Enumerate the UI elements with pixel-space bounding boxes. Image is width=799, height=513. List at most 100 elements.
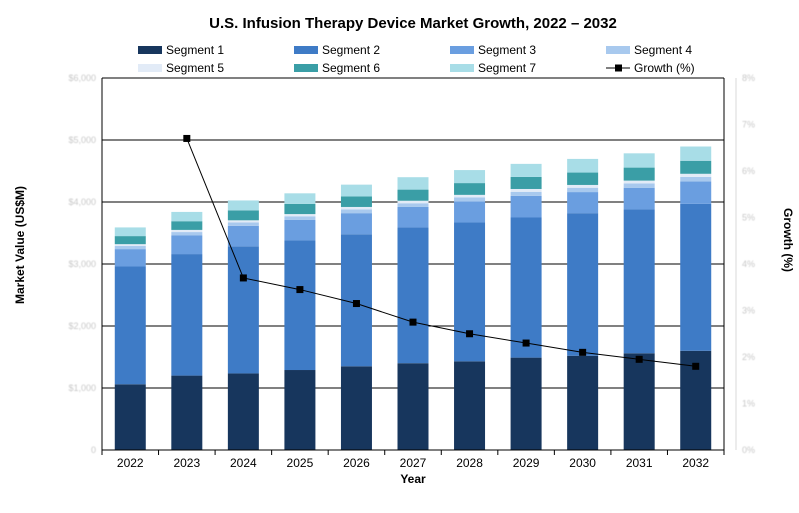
x-tick-label: 2032 xyxy=(682,456,709,470)
bar-segment-6 xyxy=(510,176,542,189)
growth-point xyxy=(352,300,360,308)
legend-label: Segment 3 xyxy=(478,43,536,57)
bar-segment-6 xyxy=(114,236,146,245)
legend-label: Growth (%) xyxy=(634,61,695,75)
bar-segment-5 xyxy=(171,229,203,233)
bar-segment-3 xyxy=(567,192,599,214)
bar-segment-4 xyxy=(454,197,486,202)
growth-point xyxy=(579,348,587,356)
bar-segment-4 xyxy=(510,191,542,196)
legend-label: Segment 6 xyxy=(322,61,380,75)
bar-segment-2 xyxy=(454,222,486,362)
bar-segment-1 xyxy=(397,363,429,450)
y-tick-label: $1,000 xyxy=(68,383,96,393)
bar-segment-2 xyxy=(510,217,542,358)
bar-segment-6 xyxy=(397,189,429,201)
y2-tick-label: 2% xyxy=(742,352,755,362)
x-tick-label: 2030 xyxy=(569,456,596,470)
y2-tick-label: 1% xyxy=(742,399,755,409)
bar-segment-3 xyxy=(227,225,259,247)
bar-segment-2 xyxy=(623,209,655,354)
bar-segment-2 xyxy=(397,227,429,364)
bar-segment-3 xyxy=(171,235,203,255)
bar-segment-1 xyxy=(340,366,372,450)
bar-segment-3 xyxy=(340,213,372,235)
bar-segment-7 xyxy=(623,153,655,168)
bar-segment-6 xyxy=(567,172,599,185)
bar-segment-3 xyxy=(454,201,486,223)
bar-segment-1 xyxy=(171,375,203,450)
bar-segment-1 xyxy=(510,357,542,450)
legend-marker xyxy=(615,64,622,72)
bar-segment-5 xyxy=(510,188,542,192)
legend-label: Segment 5 xyxy=(166,61,224,75)
bar-segment-7 xyxy=(114,227,146,237)
bar-segment-3 xyxy=(623,187,655,210)
y-tick-label: $2,000 xyxy=(68,321,96,331)
growth-line-series xyxy=(183,134,700,370)
bar-segment-1 xyxy=(284,370,316,450)
bar-segment-7 xyxy=(567,158,599,173)
y-tick-label: $5,000 xyxy=(68,135,96,145)
bar-segment-7 xyxy=(171,211,203,222)
growth-point xyxy=(409,318,417,326)
bar-segment-5 xyxy=(114,244,146,247)
bar-segment-7 xyxy=(510,163,542,177)
bar-segment-4 xyxy=(114,246,146,250)
bar-segment-5 xyxy=(340,206,372,210)
bar-segment-7 xyxy=(397,177,429,190)
bar-segment-3 xyxy=(680,181,712,204)
bar-segment-4 xyxy=(567,187,599,193)
x-tick-label: 2023 xyxy=(173,456,200,470)
y2-axis-ticks: 0% 1% 2% 3% 4% 5% 6% 7% 8% xyxy=(742,73,755,455)
legend-label: Segment 1 xyxy=(166,43,224,57)
bar-segment-6 xyxy=(171,221,203,230)
x-tick-label: 2026 xyxy=(343,456,370,470)
legend-swatch xyxy=(138,64,162,72)
y-axis-title: Market Value (US$M) xyxy=(13,186,27,304)
bar-segment-3 xyxy=(284,219,316,241)
x-tick-label: 2024 xyxy=(230,456,257,470)
bar-segment-1 xyxy=(454,361,486,450)
growth-point xyxy=(522,339,530,347)
legend-swatch xyxy=(450,64,474,72)
bar-segment-2 xyxy=(680,203,712,351)
bar-segment-5 xyxy=(623,180,655,184)
bar-segment-7 xyxy=(227,200,259,211)
growth-point xyxy=(466,330,474,338)
y2-tick-label: 6% xyxy=(742,166,755,176)
y2-tick-label: 4% xyxy=(742,259,755,269)
x-tick-label: 2029 xyxy=(513,456,540,470)
bar-segment-7 xyxy=(454,170,486,184)
bar-segment-4 xyxy=(171,232,203,236)
bar-segment-7 xyxy=(680,146,712,161)
legend: Segment 1 Segment 2 Segment 3 Segment 4 Segm… xyxy=(138,43,695,75)
y-tick-label: $6,000 xyxy=(68,73,96,83)
y2-tick-label: 3% xyxy=(742,306,755,316)
bar-segment-6 xyxy=(340,196,372,207)
growth-point xyxy=(183,134,191,142)
bar-segment-4 xyxy=(623,183,655,188)
y-tick-label: $4,000 xyxy=(68,197,96,207)
x-axis-ticks: 2022 2023 2024 2025 2026 2027 2028 2029 2030 2031… xyxy=(117,456,709,470)
growth-line xyxy=(186,138,696,367)
bar-segment-5 xyxy=(227,220,259,223)
chart-title: U.S. Infusion Therapy Device Market Grow… xyxy=(209,15,617,32)
x-axis-title: Year xyxy=(400,472,426,486)
bar-segment-4 xyxy=(340,209,372,214)
y-tick-label: $3,000 xyxy=(68,259,96,269)
growth-point xyxy=(635,355,643,363)
x-tick-label: 2031 xyxy=(626,456,653,470)
bar-segment-4 xyxy=(680,176,712,182)
legend-label: Segment 2 xyxy=(322,43,380,57)
legend-label: Segment 7 xyxy=(478,61,536,75)
bar-segment-7 xyxy=(284,193,316,204)
y2-tick-label: 0% xyxy=(742,445,755,455)
y2-tick-label: 8% xyxy=(742,73,755,83)
y2-tick-label: 7% xyxy=(742,120,755,130)
bar-segment-5 xyxy=(567,184,599,188)
x-tick-label: 2027 xyxy=(400,456,427,470)
bar-segment-1 xyxy=(114,384,146,450)
bar-segment-4 xyxy=(284,216,316,220)
y2-tick-label: 5% xyxy=(742,213,755,223)
